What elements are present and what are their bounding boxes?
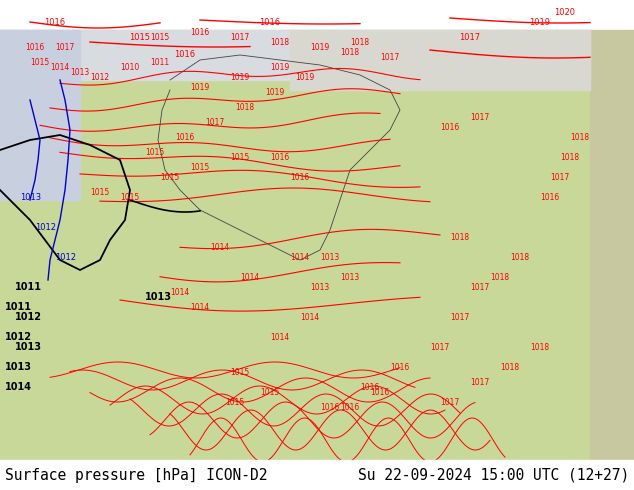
Text: 1019: 1019	[230, 73, 250, 82]
Text: 1013: 1013	[15, 342, 42, 352]
Text: 1016: 1016	[391, 363, 410, 372]
Bar	[590, 30, 634, 460]
Text: 1019: 1019	[295, 73, 314, 82]
Text: 1016: 1016	[340, 403, 359, 412]
Text: 1014: 1014	[50, 63, 70, 72]
Text: 1018: 1018	[491, 273, 510, 282]
Text: 1019: 1019	[311, 43, 330, 52]
Text: 1010: 1010	[120, 63, 139, 72]
Text: 1016: 1016	[174, 50, 195, 59]
Text: 1013: 1013	[340, 273, 359, 282]
Text: 1014: 1014	[5, 382, 32, 392]
Text: 1012: 1012	[15, 312, 42, 322]
Text: 1017: 1017	[470, 113, 489, 122]
Text: 1018: 1018	[500, 363, 519, 372]
Text: 1019: 1019	[190, 83, 210, 92]
Text: 1016: 1016	[270, 153, 290, 162]
Text: 1019: 1019	[270, 63, 290, 72]
Text: 1013: 1013	[70, 68, 89, 77]
Text: Su 22-09-2024 15:00 UTC (12+27): Su 22-09-2024 15:00 UTC (12+27)	[358, 467, 629, 483]
Text: 1015: 1015	[145, 148, 165, 157]
Text: 1018: 1018	[560, 153, 579, 162]
Text: 1012: 1012	[5, 332, 32, 342]
Text: 1017: 1017	[441, 398, 460, 407]
Text: 1016: 1016	[25, 43, 44, 52]
Text: Surface pressure [hPa] ICON-D2: Surface pressure [hPa] ICON-D2	[5, 467, 268, 483]
Text: 1017: 1017	[55, 43, 75, 52]
Text: 1016: 1016	[320, 403, 340, 412]
Text: 1016: 1016	[176, 133, 195, 142]
Text: 1015: 1015	[30, 58, 49, 67]
Text: 1019: 1019	[266, 88, 285, 97]
Text: 1011: 1011	[15, 282, 42, 292]
Text: 1014: 1014	[270, 333, 290, 342]
Text: 1018: 1018	[271, 38, 290, 47]
Text: 1013: 1013	[20, 193, 41, 202]
Text: 1015: 1015	[261, 388, 280, 397]
Text: 1011: 1011	[5, 302, 32, 312]
Text: 1018: 1018	[450, 233, 470, 242]
Text: 1018: 1018	[351, 38, 370, 47]
Text: 1018: 1018	[340, 48, 359, 57]
Text: 1015: 1015	[230, 153, 250, 162]
Text: 1015: 1015	[190, 163, 210, 172]
Text: 1016: 1016	[190, 28, 210, 37]
Text: 1017: 1017	[470, 378, 489, 387]
Text: 1014: 1014	[301, 313, 320, 322]
Text: 1020: 1020	[555, 8, 576, 17]
Text: 1017: 1017	[470, 283, 489, 292]
Text: 1016: 1016	[540, 193, 560, 202]
Text: 1019: 1019	[529, 18, 550, 27]
Bar	[290, 30, 590, 90]
Text: 1016: 1016	[290, 173, 309, 182]
Text: 1012: 1012	[91, 73, 110, 82]
Text: 1014: 1014	[210, 243, 230, 252]
Text: 1016: 1016	[370, 388, 390, 397]
Bar	[0, 30, 80, 200]
Text: 1018: 1018	[531, 343, 550, 352]
Text: 1016: 1016	[360, 383, 380, 392]
Text: 1015: 1015	[225, 398, 245, 407]
Bar	[0, 30, 590, 460]
Text: 1014: 1014	[171, 288, 190, 297]
Text: 1017: 1017	[380, 53, 399, 62]
Text: 1017: 1017	[450, 313, 470, 322]
Text: 1015: 1015	[150, 33, 170, 42]
Text: 1012: 1012	[55, 253, 76, 262]
Text: 1016: 1016	[259, 18, 281, 27]
Bar	[0, 460, 634, 490]
Text: 1013: 1013	[145, 292, 172, 302]
Text: 1018: 1018	[571, 133, 590, 142]
Text: 1016: 1016	[441, 123, 460, 132]
Text: 1018: 1018	[235, 103, 255, 112]
Text: 1013: 1013	[311, 283, 330, 292]
Bar	[0, 30, 590, 80]
Text: 1017: 1017	[430, 343, 450, 352]
Text: 1017: 1017	[460, 33, 481, 42]
Text: 1013: 1013	[5, 362, 32, 372]
Text: 1011: 1011	[150, 58, 169, 67]
Text: 1015: 1015	[120, 193, 139, 202]
Text: 1012: 1012	[35, 223, 56, 232]
Text: 1016: 1016	[44, 18, 65, 27]
Text: 1015: 1015	[129, 33, 150, 42]
Text: 1014: 1014	[290, 253, 309, 262]
Text: 1014: 1014	[240, 273, 260, 282]
Text: 1014: 1014	[190, 303, 210, 312]
Text: 1017: 1017	[550, 173, 569, 182]
Text: 1017: 1017	[205, 118, 224, 127]
Text: 1017: 1017	[230, 33, 250, 42]
Text: 1015: 1015	[160, 173, 179, 182]
Text: 1015: 1015	[230, 368, 250, 377]
Text: 1013: 1013	[320, 253, 340, 262]
Text: 1018: 1018	[510, 253, 529, 262]
Text: 1015: 1015	[91, 188, 110, 197]
